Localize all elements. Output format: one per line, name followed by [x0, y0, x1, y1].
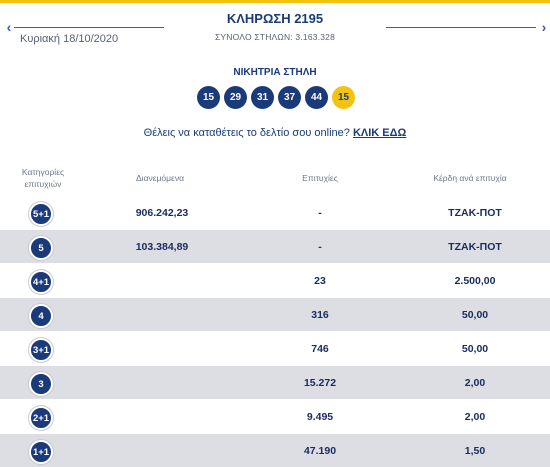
winning-number-ball: 29 [224, 86, 247, 109]
winning-number-ball: 15 [197, 86, 220, 109]
category-badge: 4 [29, 304, 53, 328]
winners-value: - [268, 207, 372, 219]
header-distributed: Διανεμόμενα [110, 173, 210, 183]
winning-column-title: ΝΙΚΗΤΡΙΑ ΣΤΗΛΗ [0, 67, 550, 78]
draw-title: ΚΛΗΡΩΣΗ 2195 [175, 11, 375, 26]
category-badge: 3 [29, 372, 53, 396]
draw-date: Κυριακή 18/10/2020 [20, 33, 118, 45]
prize-value: 2.500,00 [415, 275, 535, 287]
category-badge: 1+1 [29, 440, 53, 464]
draw-header: ‹ › Κυριακή 18/10/2020 ΚΛΗΡΩΣΗ 2195 ΣΥΝΟ… [0, 0, 550, 52]
table-row: 1+1 47.190 1,50 [0, 433, 550, 467]
table-header: Κατηγορίες επιτυχιών Διανεμόμενα Επιτυχί… [0, 158, 550, 195]
prize-value: ΤΖΑΚ-ΠΟΤ [415, 241, 535, 253]
category-badge: 5 [29, 236, 53, 260]
prize-table: Κατηγορίες επιτυχιών Διανεμόμενα Επιτυχί… [0, 158, 550, 467]
top-accent-bar [0, 0, 550, 3]
online-promo: Θέλεις να καταθέτεις το δελτίο σου onlin… [0, 127, 550, 139]
winning-numbers: 15 29 31 37 44 15 [197, 86, 355, 110]
winners-value: 316 [268, 309, 372, 321]
total-columns: ΣΥΝΟΛΟ ΣΤΗΛΩΝ: 3.163.328 [175, 32, 375, 42]
category-badge: 5+1 [29, 202, 53, 226]
winners-value: 9.495 [268, 411, 372, 423]
click-here-link[interactable]: ΚΛΙΚ ΕΔΩ [353, 127, 406, 139]
winners-value: 15.272 [268, 377, 372, 389]
table-row: 5+1 906.242,23 - ΤΖΑΚ-ΠΟΤ [0, 195, 550, 229]
table-row: 3 15.272 2,00 [0, 365, 550, 399]
distributed-value: 906.242,23 [110, 207, 214, 219]
winning-number-ball: 31 [251, 86, 274, 109]
category-badge: 3+1 [29, 338, 53, 362]
table-row: 3+1 746 50,00 [0, 331, 550, 365]
winners-value: 746 [268, 343, 372, 355]
divider-left [14, 27, 164, 28]
distributed-value: 103.384,89 [110, 241, 214, 253]
header-category: Κατηγορίες επιτυχιών [14, 166, 72, 190]
prize-value: 50,00 [415, 309, 535, 321]
next-draw-chevron-icon[interactable]: › [537, 17, 550, 37]
prize-value: 1,50 [415, 445, 535, 457]
prize-value: ΤΖΑΚ-ΠΟΤ [415, 207, 535, 219]
table-row: 2+1 9.495 2,00 [0, 399, 550, 433]
table-row: 5 103.384,89 - ΤΖΑΚ-ΠΟΤ [0, 229, 550, 263]
table-row: 4+1 23 2.500,00 [0, 263, 550, 297]
winners-value: - [268, 241, 372, 253]
category-badge: 4+1 [29, 270, 53, 294]
winning-number-ball: 37 [278, 86, 301, 109]
winners-value: 23 [268, 275, 372, 287]
table-row: 4 316 50,00 [0, 297, 550, 331]
header-winners: Επιτυχίες [270, 173, 370, 183]
previous-draw-chevron-icon[interactable]: ‹ [2, 17, 16, 37]
joker-number-ball: 15 [332, 86, 355, 109]
prize-value: 2,00 [415, 411, 535, 423]
divider-right [386, 27, 536, 28]
prize-value: 50,00 [415, 343, 535, 355]
category-badge: 2+1 [29, 406, 53, 430]
online-promo-text: Θέλεις να καταθέτεις το δελτίο σου onlin… [144, 127, 350, 139]
prize-value: 2,00 [415, 377, 535, 389]
header-prize: Κέρδη ανά επιτυχία [410, 173, 530, 183]
winning-number-ball: 44 [305, 86, 328, 109]
winners-value: 47.190 [268, 445, 372, 457]
